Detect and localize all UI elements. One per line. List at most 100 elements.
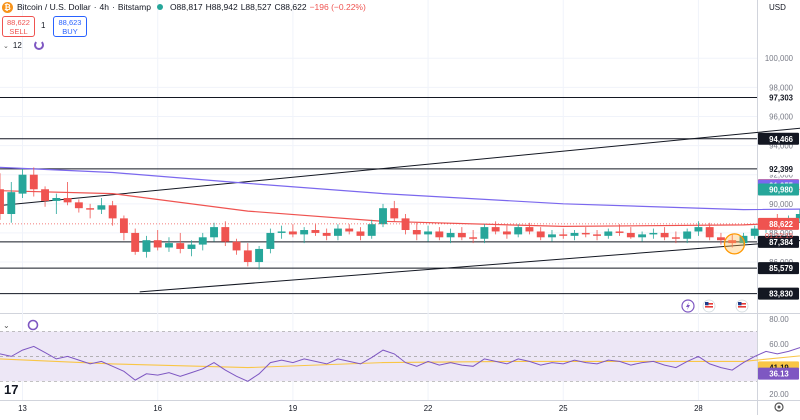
tradingview-logo: 17 — [4, 382, 18, 397]
candle-body — [570, 232, 579, 236]
candle — [63, 181, 72, 206]
candle-body — [334, 228, 342, 236]
candle-body — [356, 231, 365, 236]
candle — [570, 230, 579, 241]
flag-icon[interactable] — [702, 299, 716, 313]
price-tick-label: 88,000 — [769, 229, 794, 238]
candle — [29, 167, 38, 197]
price-label-text: 83,830 — [769, 290, 794, 299]
candle-body — [525, 227, 534, 232]
candle — [311, 224, 320, 236]
candle — [119, 215, 128, 241]
exchange: Bitstamp — [117, 2, 151, 12]
candle-body — [638, 234, 647, 238]
flag-stripe — [738, 303, 746, 305]
rsi-line — [0, 345, 800, 382]
candle-body — [187, 244, 196, 249]
candle-body — [671, 237, 680, 239]
candle-body — [480, 227, 489, 239]
candle-body — [559, 234, 568, 236]
moving-average-fast — [0, 190, 800, 228]
candle-body — [277, 231, 286, 233]
candle — [649, 228, 658, 239]
candle-body — [593, 234, 601, 236]
candle — [187, 240, 196, 257]
candle-body — [345, 228, 354, 232]
candle-body — [604, 231, 613, 236]
candle-body — [367, 224, 376, 236]
candle-body — [243, 250, 252, 263]
interval[interactable]: 4h — [99, 2, 110, 12]
price-tick-label: 100,000 — [765, 54, 794, 63]
candle — [536, 227, 545, 241]
symbol-name[interactable]: Bitcoin / U.S. Dollar — [17, 2, 91, 12]
sell-button[interactable]: 88,622 SELL — [2, 16, 35, 37]
candle — [322, 228, 331, 241]
buy-price: 88,623 — [58, 18, 82, 27]
candle — [705, 222, 714, 241]
rsi-tick-label: 20.00 — [769, 390, 789, 399]
candle — [18, 168, 27, 198]
candle-body — [119, 218, 128, 233]
ohlc-high: H88,942 — [205, 2, 238, 12]
candle — [277, 225, 286, 239]
rsi-label-text: 36.13 — [769, 370, 789, 379]
time-tick-label: 13 — [18, 404, 27, 413]
channel-upper-line[interactable] — [0, 4, 800, 207]
price-label-text: 92,399 — [769, 165, 794, 174]
candle-body — [717, 237, 725, 241]
buy-label: BUY — [62, 27, 78, 36]
candle — [728, 234, 737, 248]
flag-stripe — [705, 303, 713, 305]
gear-icon[interactable] — [774, 402, 784, 412]
candle-body — [142, 240, 151, 252]
refresh-icon[interactable] — [34, 40, 44, 50]
lightning-icon[interactable] — [681, 299, 695, 313]
buy-button[interactable]: 88,623 BUY — [53, 16, 87, 37]
rsi-settings-ring — [27, 319, 39, 331]
candle-body — [165, 243, 173, 248]
candle-body — [694, 227, 703, 232]
candle — [221, 221, 230, 247]
flag-canton — [738, 302, 742, 306]
candle — [288, 224, 297, 238]
candle-body — [176, 243, 185, 249]
live-dot-icon — [156, 4, 163, 10]
candle — [334, 224, 342, 241]
candle — [604, 228, 613, 239]
candle-body — [491, 227, 500, 232]
candle-body — [232, 241, 241, 251]
candle-body — [649, 232, 658, 235]
candle — [435, 227, 444, 241]
price-label-tag — [758, 262, 799, 275]
rsi-tick-label: 80.00 — [769, 315, 789, 324]
flag-icon[interactable] — [735, 299, 749, 313]
channel-lower-line[interactable] — [139, 138, 800, 293]
candle — [367, 219, 376, 239]
candle-body — [18, 174, 27, 194]
candle — [390, 200, 399, 222]
candle-body — [626, 232, 635, 238]
candle-body — [322, 232, 331, 236]
gear-icon-hub — [777, 405, 781, 409]
candle — [41, 186, 50, 207]
rsi-chevron-icon[interactable]: ⌄ — [3, 321, 10, 330]
price-change: −196 (−0.22%) — [309, 2, 366, 12]
candle — [300, 227, 309, 244]
candle-body — [424, 231, 433, 235]
ohlc-low: L88,527 — [240, 2, 272, 12]
volume-toggle[interactable]: ⌄ 12 — [3, 41, 22, 50]
time-tick-label: 22 — [424, 404, 433, 413]
candle — [750, 225, 759, 239]
highlight-circle[interactable] — [723, 233, 746, 255]
gear-icon-ring — [774, 402, 784, 412]
rsi-settings-icon[interactable] — [27, 319, 39, 331]
candle-body — [221, 227, 230, 242]
candle-body — [750, 228, 759, 236]
candle — [581, 227, 590, 238]
price-label-text: 94,466 — [769, 135, 794, 144]
candle — [469, 230, 478, 244]
moving-average-slow — [0, 166, 800, 211]
